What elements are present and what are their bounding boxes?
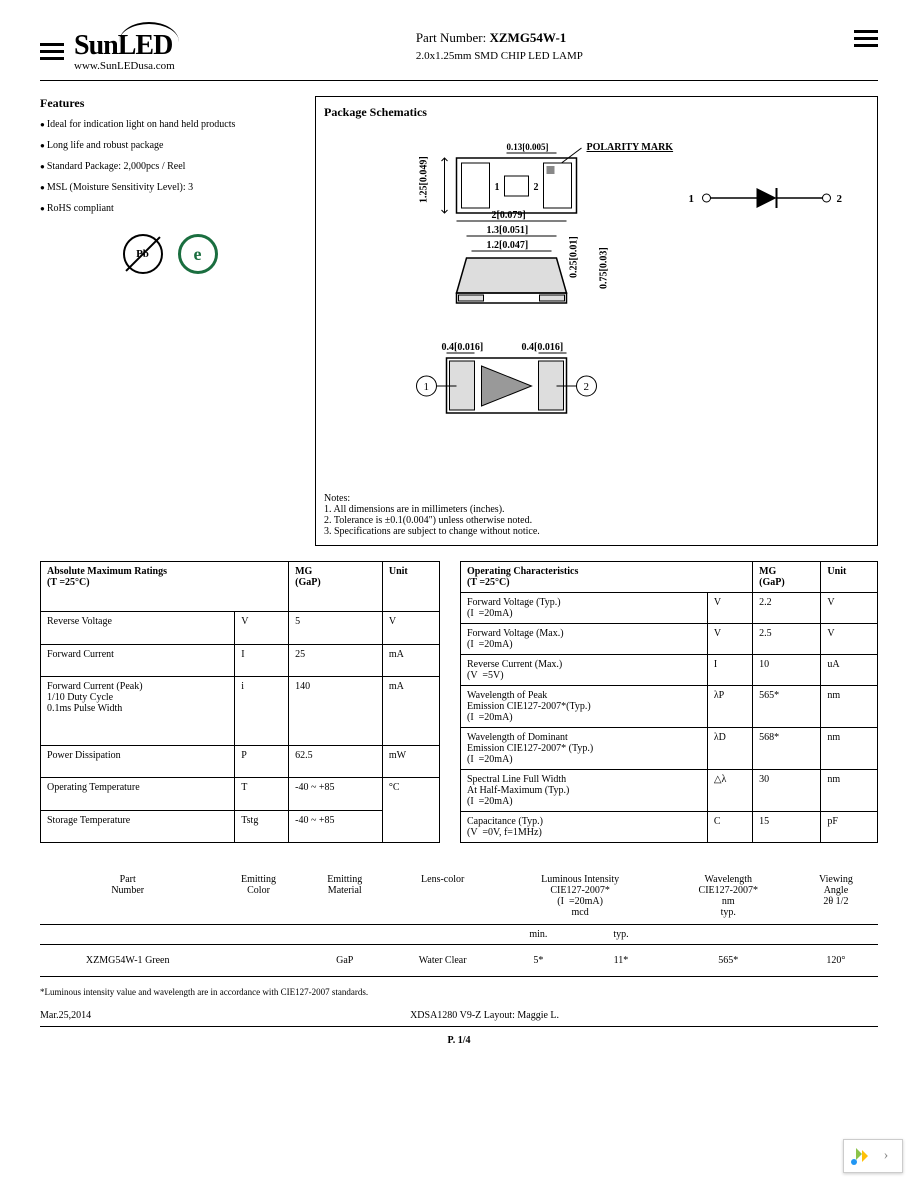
feature-item: MSL (Moisture Sensitivity Level): 3 <box>40 182 300 193</box>
svg-text:1: 1 <box>424 381 430 393</box>
schematics-title: Package Schematics <box>324 105 869 120</box>
svg-text:2: 2 <box>534 182 539 193</box>
svg-text:0.4[0.016]: 0.4[0.016] <box>442 342 484 353</box>
header-part-info: Part Number: XZMG54W-1 2.0x1.25mm SMD CH… <box>416 30 583 62</box>
schematics-section: Package Schematics 0.13[0.005] POLARITY … <box>315 96 878 546</box>
schematic-drawing: 0.13[0.005] POLARITY MARK 1 2 1.25[0.049… <box>324 128 869 488</box>
nav-next-button[interactable]: › <box>874 1144 898 1168</box>
svg-text:POLARITY MARK: POLARITY MARK <box>587 142 674 153</box>
part-label: Part Number: <box>416 30 486 45</box>
svg-text:1: 1 <box>689 193 695 205</box>
logo-text: SunLED <box>74 30 175 62</box>
page-header: SunLED www.SunLEDusa.com Part Number: XZ… <box>40 30 878 81</box>
svg-text:0.4[0.016]: 0.4[0.016] <box>522 342 564 353</box>
note-item: 2. Tolerance is ±0.1(0.004") unless othe… <box>324 515 869 526</box>
menu-icon[interactable] <box>40 43 64 60</box>
schematic-notes: Notes: 1. All dimensions are in millimet… <box>324 493 869 537</box>
svg-text:1.3[0.051]: 1.3[0.051] <box>487 225 529 236</box>
footer-date: Mar.25,2014 <box>40 1010 91 1021</box>
svg-text:2[0.079]: 2[0.079] <box>492 210 526 221</box>
menu-icon-right[interactable] <box>854 30 878 47</box>
nav-logo-icon <box>848 1144 872 1168</box>
svg-text:1: 1 <box>495 182 500 193</box>
part-number: XZMG54W-1 <box>489 30 566 45</box>
feature-item: RoHS compliant <box>40 203 300 214</box>
abs-ratings-table: Absolute Maximum Ratings(T =25°C) MG (Ga… <box>40 561 440 843</box>
nav-widget: › <box>843 1139 903 1173</box>
summary-table: Part Number Emitting Color Emitting Mate… <box>40 868 878 977</box>
footer-doc: XDSA1280 V9-Z Layout: Maggie L. <box>410 1010 559 1021</box>
svg-text:0.75[0.03]: 0.75[0.03] <box>599 247 610 289</box>
notes-title: Notes: <box>324 493 869 504</box>
footer: Mar.25,2014 XDSA1280 V9-Z Layout: Maggie… <box>40 1005 878 1027</box>
note-item: 1. All dimensions are in millimeters (in… <box>324 504 869 515</box>
svg-text:1.2[0.047]: 1.2[0.047] <box>487 240 529 251</box>
rohs-icon: e <box>178 234 218 274</box>
part-desc: 2.0x1.25mm SMD CHIP LED LAMP <box>416 50 583 62</box>
note-item: 3. Specifications are subject to change … <box>324 526 869 537</box>
svg-text:2: 2 <box>584 381 590 393</box>
features-title: Features <box>40 96 300 111</box>
features-list: Ideal for indication light on hand held … <box>40 119 300 214</box>
svg-text:1.25[0.049]: 1.25[0.049] <box>419 156 430 203</box>
feature-item: Standard Package: 2,000pcs / Reel <box>40 161 300 172</box>
features-section: Features Ideal for indication light on h… <box>40 96 300 546</box>
svg-text:0.13[0.005]: 0.13[0.005] <box>507 142 549 152</box>
logo-block: SunLED www.SunLEDusa.com <box>74 30 175 72</box>
page-number: P. 1/4 <box>40 1035 878 1046</box>
feature-item: Long life and robust package <box>40 140 300 151</box>
svg-text:2: 2 <box>837 193 843 205</box>
svg-text:0.25[0.01]: 0.25[0.01] <box>569 236 580 278</box>
pb-free-icon: Pb <box>123 234 163 274</box>
op-chars-table: Operating Characteristics(T =25°C) MG (G… <box>460 561 878 843</box>
feature-item: Ideal for indication light on hand held … <box>40 119 300 130</box>
footnote: *Luminous intensity value and wavelength… <box>40 987 878 997</box>
